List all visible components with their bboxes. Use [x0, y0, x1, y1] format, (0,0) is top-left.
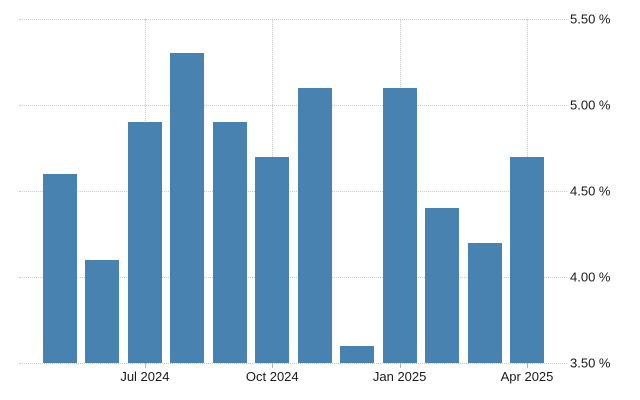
y-tick-label: 3.50 %: [570, 355, 611, 371]
x-axis-tick: [527, 363, 528, 368]
x-tick-label: Oct 2024: [245, 369, 299, 384]
x-axis-tick: [399, 363, 401, 368]
y-tick-label: 4.50 %: [570, 183, 611, 199]
x-axis-tick: [272, 363, 274, 368]
bar: [212, 122, 247, 363]
bar: [382, 87, 417, 363]
bar: [467, 242, 502, 363]
bar: [255, 156, 290, 363]
y-gridline: [19, 191, 567, 192]
y-gridline: [19, 105, 567, 106]
y-gridline: [19, 277, 567, 278]
bar: [297, 87, 332, 363]
bar: [127, 122, 162, 363]
bar: [425, 208, 460, 363]
bar: [170, 53, 205, 363]
y-tick-label: 5.00 %: [570, 97, 611, 113]
y-gridline: [19, 19, 567, 20]
bar: [43, 173, 77, 363]
plot-area: 5.50 % 5.00 % 4.50 % 4.00 % 3.50 % Jul 2024 Oc…: [19, 12, 610, 384]
bar: [85, 259, 120, 363]
bar: [340, 345, 375, 363]
x-tick-label: Apr 2025: [500, 369, 554, 384]
x-tick-label: Jul 2024: [120, 369, 170, 384]
bar: [510, 156, 544, 363]
x-tick-label: Jan 2025: [372, 369, 427, 384]
x-axis-tick: [144, 363, 146, 368]
y-tick-label: 5.50 %: [570, 11, 611, 27]
y-gridline: [19, 363, 567, 364]
y-tick-label: 4.00 %: [570, 269, 611, 285]
